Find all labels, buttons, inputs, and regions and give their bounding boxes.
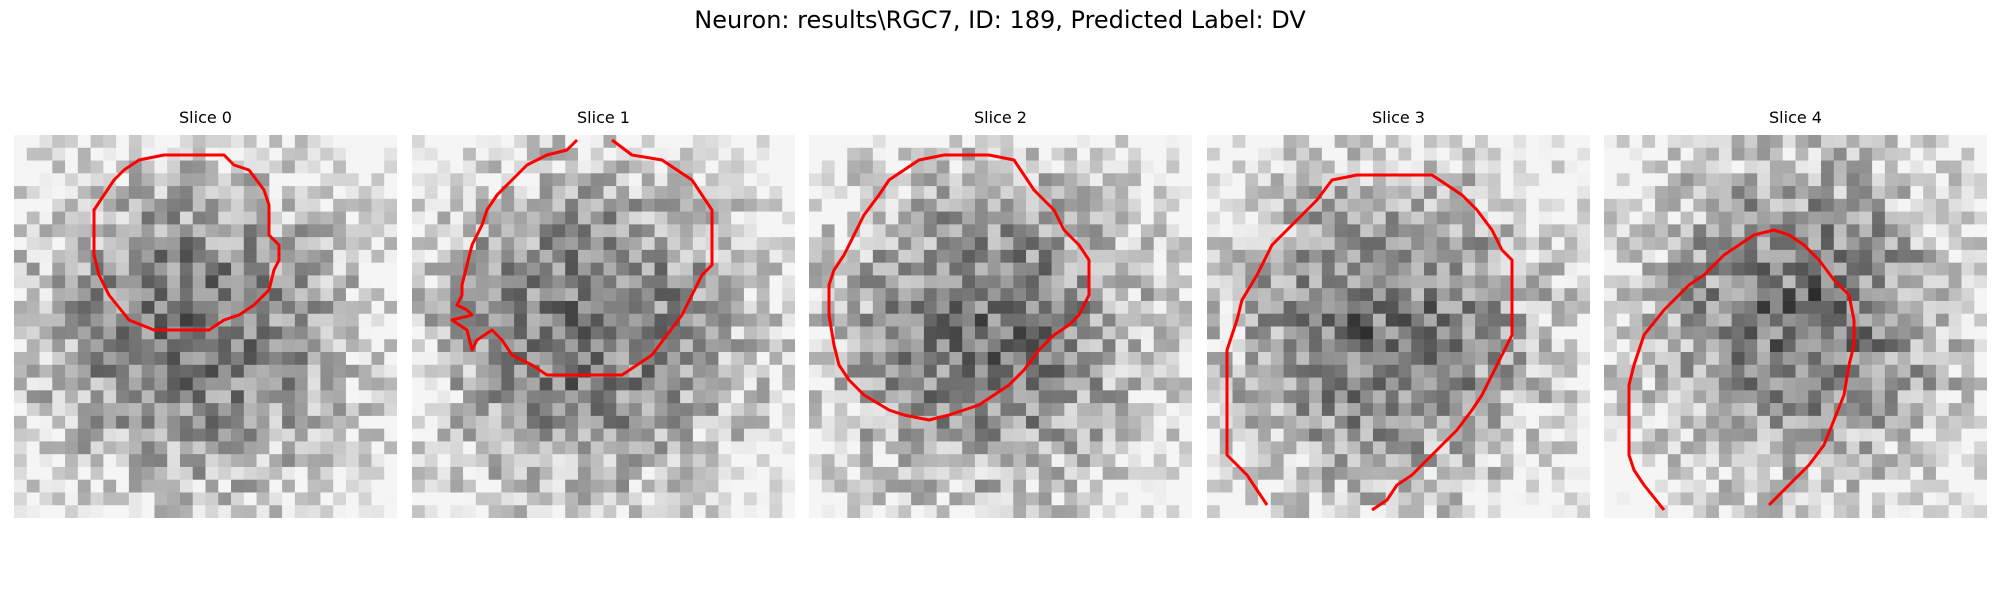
slice-1-image (412, 135, 795, 518)
contour-slice-0 (92, 153, 281, 332)
slice-2-title: Slice 2 (974, 108, 1027, 127)
slice-1-title: Slice 1 (577, 108, 630, 127)
contour-slice-3 (1225, 173, 1514, 512)
contour-slice-4 (1627, 228, 1856, 511)
contour-slice-2 (827, 153, 1091, 422)
slice-0-image (14, 135, 397, 518)
slice-2-image (809, 135, 1192, 518)
slice-4-image (1604, 135, 1987, 518)
slice-3-image (1207, 135, 1590, 518)
slice-0-title: Slice 0 (179, 108, 232, 127)
contour-slice-1 (450, 138, 714, 377)
slice-3-title: Slice 3 (1372, 108, 1425, 127)
slice-4-title: Slice 4 (1769, 108, 1822, 127)
figure-title: Neuron: results\RGC7, ID: 189, Predicted… (694, 6, 1306, 34)
